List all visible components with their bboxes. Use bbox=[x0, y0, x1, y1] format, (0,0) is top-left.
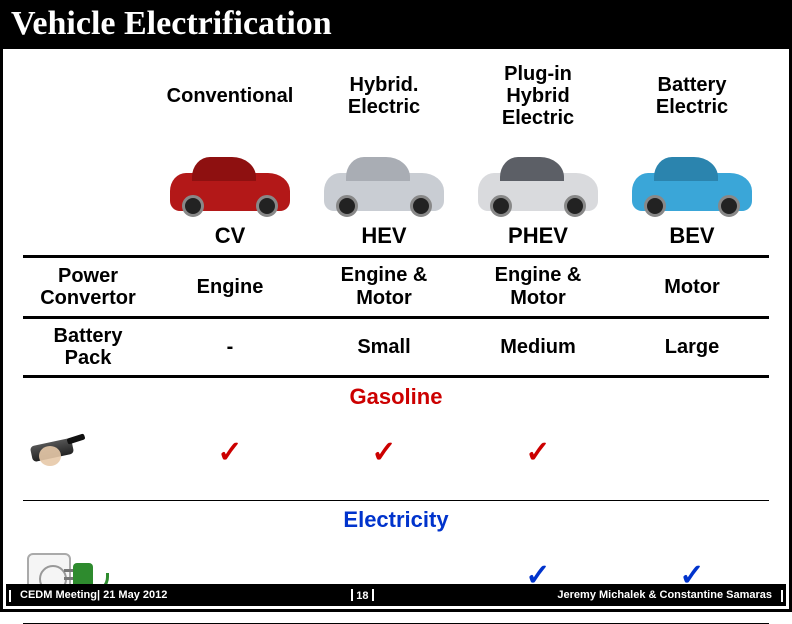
fuel-label-gasoline: Gasoline bbox=[23, 377, 769, 417]
footer-page: 18 bbox=[167, 589, 557, 602]
comparison-table: Conventional Hybrid.Electric Plug-inHybr… bbox=[23, 57, 769, 624]
battery-bev: Large bbox=[615, 318, 769, 377]
fuel-label-electricity: Electricity bbox=[23, 501, 769, 540]
gasoline-icon bbox=[27, 422, 117, 482]
col-header-0: Conventional bbox=[153, 57, 307, 135]
footer-bar: CEDM Meeting| 21 May 2012 18 Jeremy Mich… bbox=[6, 584, 786, 606]
abbr-hev: HEV bbox=[307, 217, 461, 257]
battery-phev: Medium bbox=[461, 318, 615, 377]
slide: Vehicle Electrification Conventional Hyb… bbox=[0, 0, 792, 612]
gasoline-check-cv: ✓ bbox=[153, 416, 307, 488]
footer-right: Jeremy Michalek & Constantine Samaras bbox=[557, 589, 778, 601]
car-image-hev bbox=[314, 141, 454, 211]
row-power-convertor: PowerConvertor Engine Engine &Motor Engi… bbox=[23, 257, 769, 318]
footer-left: CEDM Meeting| 21 May 2012 bbox=[14, 589, 167, 601]
abbr-row: CV HEV PHEV BEV bbox=[23, 217, 769, 257]
abbr-phev: PHEV bbox=[461, 217, 615, 257]
abbr-bev: BEV bbox=[615, 217, 769, 257]
battery-cv: - bbox=[153, 318, 307, 377]
col-header-1: Hybrid.Electric bbox=[307, 57, 461, 135]
gasoline-check-phev: ✓ bbox=[461, 416, 615, 488]
row-battery-pack: BatteryPack - Small Medium Large bbox=[23, 318, 769, 377]
comparison-table-wrapper: Conventional Hybrid.Electric Plug-inHybr… bbox=[3, 49, 789, 624]
col-header-3: BatteryElectric bbox=[615, 57, 769, 135]
row-gasoline-checks: ✓ ✓ ✓ bbox=[23, 416, 769, 488]
car-image-bev bbox=[622, 141, 762, 211]
gasoline-check-hev: ✓ bbox=[307, 416, 461, 488]
power-cv: Engine bbox=[153, 257, 307, 318]
car-image-row bbox=[23, 135, 769, 217]
gasoline-check-bev bbox=[615, 416, 769, 488]
row-electricity-label: Electricity bbox=[23, 501, 769, 540]
power-phev: Engine &Motor bbox=[461, 257, 615, 318]
row-gasoline-label: Gasoline bbox=[23, 377, 769, 417]
header-row: Conventional Hybrid.Electric Plug-inHybr… bbox=[23, 57, 769, 135]
battery-hev: Small bbox=[307, 318, 461, 377]
car-image-cv bbox=[160, 141, 300, 211]
col-header-2: Plug-inHybridElectric bbox=[461, 57, 615, 135]
power-hev: Engine &Motor bbox=[307, 257, 461, 318]
rowlabel-power-convertor: PowerConvertor bbox=[23, 257, 153, 318]
car-image-phev bbox=[468, 141, 608, 211]
page-title: Vehicle Electrification bbox=[3, 3, 789, 49]
rowlabel-battery-pack: BatteryPack bbox=[23, 318, 153, 377]
power-bev: Motor bbox=[615, 257, 769, 318]
abbr-cv: CV bbox=[153, 217, 307, 257]
